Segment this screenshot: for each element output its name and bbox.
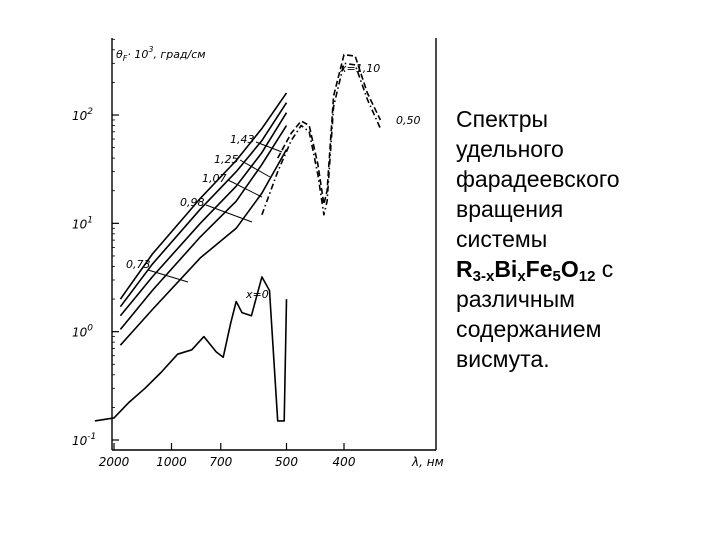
- label-leader: [255, 141, 283, 153]
- formula-o: O: [560, 256, 579, 282]
- series-label: x=1,10: [339, 62, 380, 75]
- caption-formula: R3-xBixFe5O12 с: [456, 254, 706, 284]
- series-line: [119, 149, 288, 346]
- caption-line: системы: [456, 226, 548, 252]
- formula-o-sub: 12: [578, 268, 596, 285]
- x-tick-label: 1000: [156, 455, 187, 469]
- series-label: 0,98: [180, 196, 205, 209]
- x-tick-label: 400: [333, 455, 356, 469]
- formula-tail: с: [595, 256, 614, 282]
- label-leader: [205, 204, 253, 223]
- caption-line: различным: [456, 286, 575, 312]
- x-axis-label: λ, нм: [411, 455, 444, 469]
- caption-line: удельного: [456, 136, 564, 162]
- label-leader: [227, 179, 263, 198]
- series-line: [276, 53, 382, 206]
- series-label: 1,07: [202, 172, 227, 185]
- formula-fe: Fe: [525, 256, 553, 282]
- series-label: 1,25: [214, 153, 239, 166]
- series-label: x=0: [245, 288, 269, 301]
- caption-line: содержанием: [456, 316, 602, 342]
- y-axis-label: θF· 103, град/см: [116, 45, 206, 63]
- y-tick-label: 100: [72, 324, 93, 340]
- y-tick-label: 101: [72, 215, 93, 231]
- caption-line: висмута.: [456, 346, 550, 372]
- formula-fe-sub: 5: [552, 268, 561, 285]
- series-line: [119, 125, 288, 330]
- series-label: 1,43: [230, 133, 255, 146]
- series-line: [261, 62, 382, 216]
- caption-line: Спектры: [456, 106, 549, 132]
- series-line: [94, 276, 288, 422]
- x-tick-label: 2000: [99, 455, 130, 469]
- formula-r: R: [456, 256, 473, 282]
- series-label: 0,50: [396, 114, 421, 127]
- x-tick-label: 500: [275, 455, 298, 469]
- caption-line: фарадеевского: [456, 166, 620, 192]
- series-line: [119, 102, 288, 308]
- label-leader: [147, 269, 189, 283]
- series-label: 0,73: [126, 258, 151, 271]
- series-line: [119, 92, 288, 300]
- formula-bi: Bi: [494, 256, 518, 282]
- y-tick-label: 102: [72, 107, 93, 123]
- formula-bi-sub: x: [517, 268, 526, 285]
- label-leader: [239, 159, 271, 178]
- caption-line: вращения: [456, 196, 564, 222]
- formula-r-sub: 3-x: [472, 268, 495, 285]
- figure-caption: Спектры удельного фарадеевского вращения…: [456, 104, 706, 374]
- x-tick-label: 700: [209, 455, 232, 469]
- y-tick-label: 10-1: [72, 432, 96, 448]
